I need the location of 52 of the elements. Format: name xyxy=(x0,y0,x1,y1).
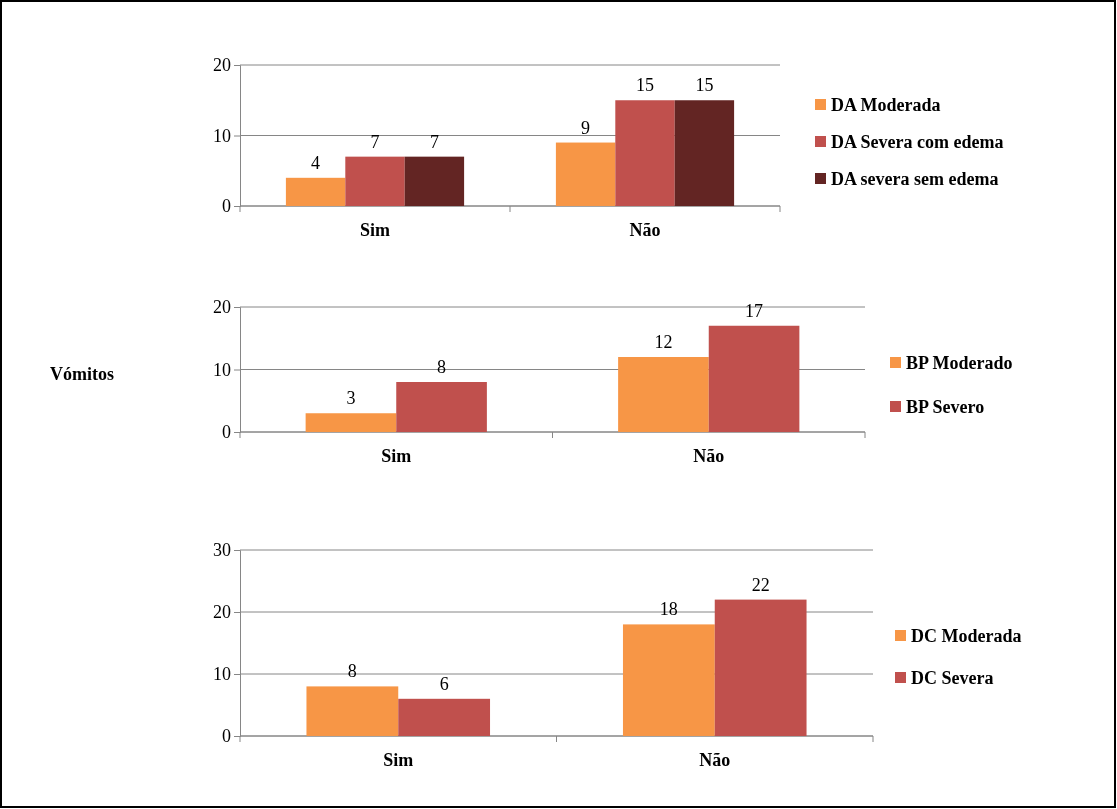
bar xyxy=(306,686,399,736)
legend-label: DC Severa xyxy=(911,668,994,688)
bar xyxy=(404,156,465,206)
x-tick-label: Não xyxy=(699,750,731,770)
y-tick-label: 10 xyxy=(213,359,231,380)
x-tick-label: Sim xyxy=(381,446,412,466)
data-label: 18 xyxy=(659,599,678,620)
data-label: 3 xyxy=(346,388,356,409)
x-tick-label: Não xyxy=(693,446,725,466)
y-tick-label: 0 xyxy=(222,422,231,443)
legend-label: BP Severo xyxy=(906,397,985,417)
y-tick-label: 20 xyxy=(213,297,231,318)
data-label: 7 xyxy=(370,131,380,152)
data-label: 15 xyxy=(695,75,714,96)
bar xyxy=(674,100,735,206)
y-tick-label: 10 xyxy=(213,664,231,685)
bar xyxy=(345,156,405,206)
bar xyxy=(618,357,709,432)
data-label: 12 xyxy=(654,332,673,352)
bar xyxy=(622,624,715,736)
y-tick-label: 0 xyxy=(222,196,231,217)
x-tick-label: Sim xyxy=(359,220,391,240)
y-tick-label: 20 xyxy=(213,602,231,623)
bar xyxy=(285,177,346,206)
data-label: 6 xyxy=(439,673,449,694)
bar xyxy=(396,382,487,432)
y-axis-title: Vómitos xyxy=(50,363,114,384)
legend-label: DC Moderada xyxy=(911,626,1022,646)
data-label: 8 xyxy=(347,661,357,682)
y-tick-label: 30 xyxy=(213,540,231,561)
legend-label: DA Severa com edema xyxy=(831,132,1004,152)
data-label: 22 xyxy=(751,574,770,595)
y-tick-label: 20 xyxy=(213,55,231,76)
bar xyxy=(555,142,616,206)
x-tick-label: Sim xyxy=(383,750,414,770)
data-label: 15 xyxy=(636,75,654,96)
data-label: 8 xyxy=(437,357,447,377)
bar xyxy=(305,413,397,432)
data-label: 17 xyxy=(745,300,764,321)
bar xyxy=(615,100,675,206)
data-label: 9 xyxy=(581,117,591,138)
x-tick-label: Não xyxy=(629,220,661,240)
y-tick-label: 10 xyxy=(213,125,231,146)
legend-label: DA Moderada xyxy=(831,95,941,115)
legend-label: BP Moderado xyxy=(906,353,1013,373)
y-tick-label: 0 xyxy=(222,726,231,747)
bar xyxy=(708,325,800,432)
bar xyxy=(714,599,807,736)
data-label: 4 xyxy=(311,152,321,173)
legend-label: DA severa sem edema xyxy=(831,169,999,189)
bar xyxy=(398,698,491,736)
data-label: 7 xyxy=(429,131,439,152)
